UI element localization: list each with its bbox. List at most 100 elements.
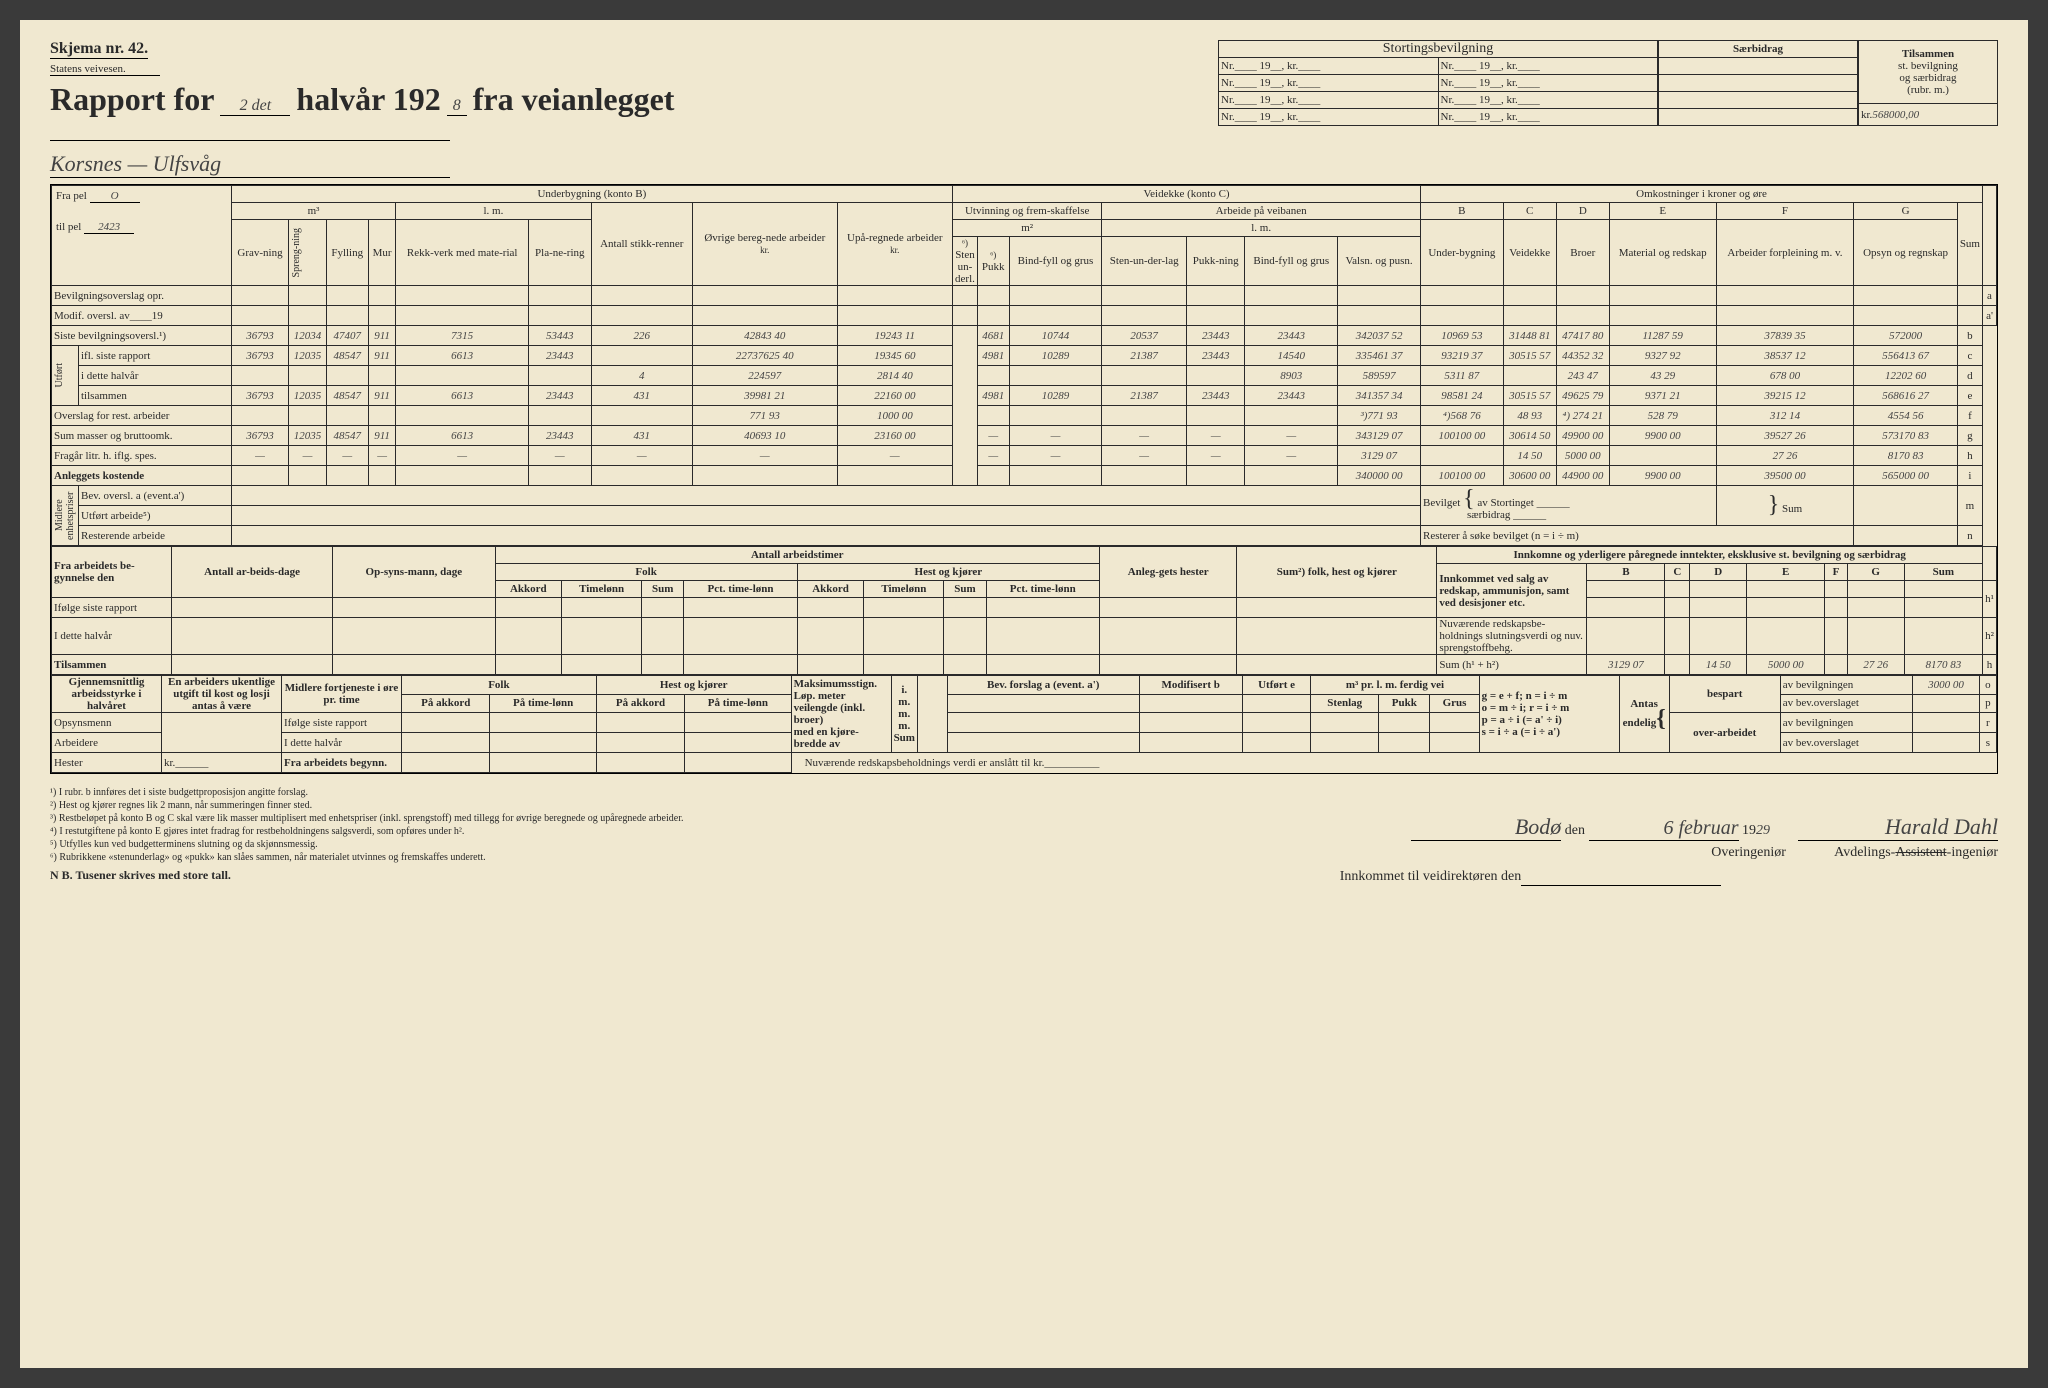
fra-pel-val: O [90, 190, 140, 203]
col-mur: Mur [368, 220, 395, 286]
top-right-tables: Stortingsbevilgning Nr.____ 19__, kr.___… [1218, 40, 1998, 126]
data-cell [1009, 406, 1102, 426]
row-letter: g [1957, 426, 1982, 446]
data-cell: 335461 37 [1338, 346, 1421, 366]
data-cell [529, 406, 592, 426]
data-cell [591, 346, 692, 366]
hdr-m3: m³ [231, 203, 396, 220]
data-cell [289, 406, 326, 426]
data-cell: — [693, 446, 838, 466]
tilsammen-l1: Tilsammen [1861, 48, 1995, 60]
data-cell [953, 346, 978, 366]
col-fylling: Fylling [326, 220, 368, 286]
data-cell [591, 406, 692, 426]
mid-folk: Folk [495, 564, 797, 581]
data-cell [1187, 366, 1245, 386]
av-stort: av Stortinget [1477, 497, 1534, 509]
data-cell [1009, 366, 1102, 386]
mid-akk2: Akkord [797, 581, 864, 598]
row-fragar: Fragår litr. h. iflg. spes. [52, 446, 232, 466]
col-cost-d: Broer [1556, 220, 1609, 286]
data-cell: 30515 57 [1503, 386, 1556, 406]
data-cell [529, 466, 592, 486]
data-cell: 31448 81 [1503, 326, 1556, 346]
sig-ing: ingeniør [1951, 845, 1998, 860]
mid-sumh2: Sum [944, 581, 986, 598]
mid-pct2: Pct. time-lønn [986, 581, 1099, 598]
mid-pct1: Pct. time-lønn [684, 581, 797, 598]
tilsammen-l3: og særbidrag [1861, 72, 1995, 84]
data-cell: 48547 [326, 346, 368, 366]
sig-name: Harald Dahl [1798, 814, 1998, 841]
data-cell: — [837, 446, 952, 466]
stortings-table: Stortingsbevilgning Nr.____ 19__, kr.___… [1218, 40, 1658, 126]
col-valsn: Valsn. og pusn. [1338, 237, 1421, 286]
data-cell [1009, 466, 1102, 486]
data-cell: 6613 [396, 346, 529, 366]
bottom-table: Gjennemsnittlig arbeidsstyrke i halvåret… [51, 675, 1997, 773]
data-cell: 8903 [1245, 366, 1338, 386]
data-cell: 10969 53 [1421, 326, 1504, 346]
data-cell [953, 386, 978, 406]
col-spreng: Spreng-ning [291, 226, 302, 279]
bt-f1: o = m ÷ i; r = i ÷ m [1482, 702, 1617, 714]
data-cell [396, 366, 529, 386]
data-cell: 6613 [396, 426, 529, 446]
col-bindfyll: Bind-fyll og grus [1009, 237, 1102, 286]
data-cell: — [1102, 446, 1187, 466]
data-cell: 6613 [396, 386, 529, 406]
bt-pukk: Pukk [1379, 694, 1430, 713]
data-cell: 9900 00 [1609, 426, 1716, 446]
data-cell: — [326, 446, 368, 466]
data-cell: 93219 37 [1421, 346, 1504, 366]
year-digit: 8 [447, 97, 467, 116]
footnotes: ¹) I rubr. b innføres det i siste budget… [50, 786, 985, 884]
hdr-lm: l. m. [396, 203, 591, 220]
data-cell: 340000 00 [1338, 466, 1421, 486]
data-cell: 20537 [1102, 326, 1187, 346]
row-letter: e [1957, 386, 1982, 406]
bt-pt2: På time-lønn [685, 694, 791, 713]
data-cell [1102, 406, 1187, 426]
mid-opsyn: Op-syns-mann, dage [333, 547, 495, 598]
col-gravning: Grav-ning [231, 220, 289, 286]
data-cell: 22737625 40 [693, 346, 838, 366]
data-cell [529, 366, 592, 386]
col-cost-c: Veidekke [1503, 220, 1556, 286]
row-letter: i [1957, 466, 1982, 486]
bt-kr: kr. [164, 757, 175, 769]
data-cell [1102, 366, 1187, 386]
data-cell [368, 406, 395, 426]
data-cell: 911 [368, 386, 395, 406]
data-cell: 27 26 [1716, 446, 1854, 466]
data-cell: 2814 40 [837, 366, 952, 386]
data-cell: 49625 79 [1556, 386, 1609, 406]
bt-sten: Stenlag [1311, 694, 1379, 713]
header-left: Skjema nr. 42. Statens veivesen. Rapport… [50, 40, 690, 178]
hdr-utvinning: Utvinning og frem-skaffelse [953, 203, 1102, 220]
data-cell: 568616 27 [1854, 386, 1957, 406]
data-cell: 36793 [231, 326, 289, 346]
data-cell: 771 93 [693, 406, 838, 426]
data-cell: 9327 92 [1609, 346, 1716, 366]
data-cell: 7315 [396, 326, 529, 346]
data-cell [231, 406, 289, 426]
bt-max: Maksimumsstign. [794, 678, 889, 690]
data-cell: — [1245, 446, 1338, 466]
data-cell: 565000 00 [1854, 466, 1957, 486]
data-cell: 12035 [289, 346, 326, 366]
til-pel-val: 2423 [84, 221, 134, 234]
data-cell: 573170 83 [1854, 426, 1957, 446]
data-cell: 10289 [1009, 386, 1102, 406]
hdr-veidekke: Veidekke (konto C) [953, 186, 1421, 203]
data-cell: 42843 40 [693, 326, 838, 346]
bt-modif: Modifisert b [1139, 676, 1242, 695]
data-cell: — [977, 426, 1009, 446]
data-cell [953, 406, 978, 426]
row-letter: c [1957, 346, 1982, 366]
data-cell: 9371 21 [1609, 386, 1716, 406]
row-letter: f [1957, 406, 1982, 426]
hdr-underbygning: Underbygning (konto B) [231, 186, 952, 203]
data-cell: 23443 [1245, 386, 1338, 406]
data-cell: 36793 [231, 426, 289, 446]
